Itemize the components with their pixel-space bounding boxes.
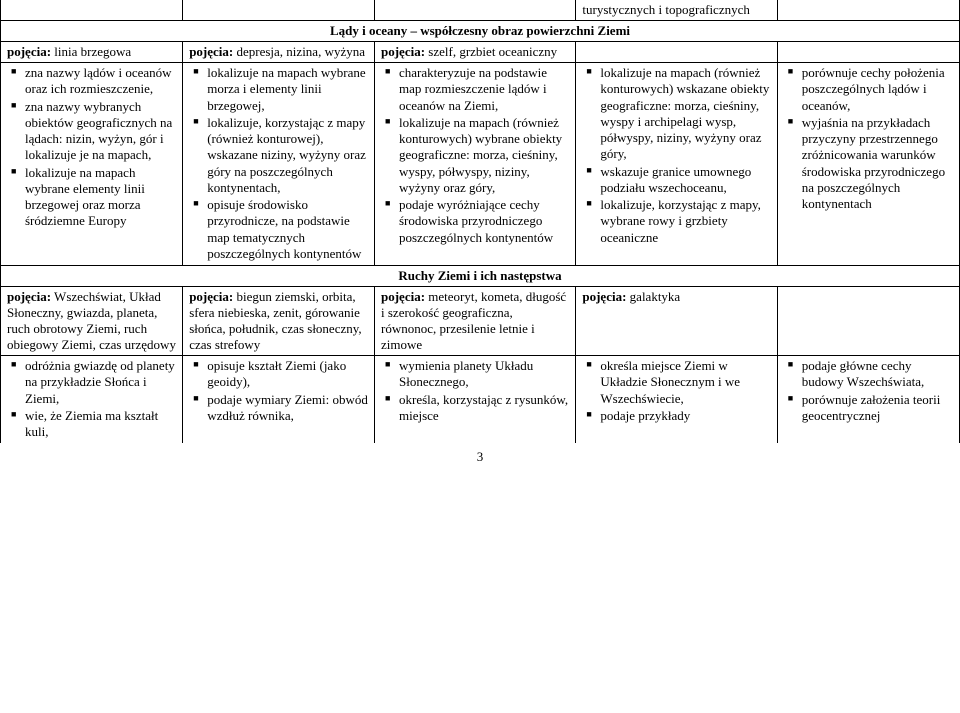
- list-item: porównuje cechy położenia poszczególnych…: [784, 65, 953, 114]
- bullet-list: określa miejsce Ziemi w Układzie Słonecz…: [582, 358, 770, 424]
- concept-label: pojęcia:: [189, 289, 233, 304]
- list-item: lokalizuje, korzystając z mapy (również …: [189, 115, 368, 196]
- list-item: opisuje środowisko przyrodnicze, na pods…: [189, 197, 368, 262]
- list-item: podaje wyróżniające cechy środowiska prz…: [381, 197, 569, 246]
- bullet-list: podaje główne cechy budowy Wszechświata,…: [784, 358, 953, 424]
- list-item: lokalizuje na mapach (również konturowyc…: [582, 65, 770, 163]
- list-item: określa, korzystając z rysunków, miejsce: [381, 392, 569, 425]
- section2-bullets-row: odróżnia gwiazdę od planety na przykładz…: [1, 356, 960, 444]
- list-item: lokalizuje na mapach wybrane morza i ele…: [189, 65, 368, 114]
- list-item: podaje główne cechy budowy Wszechświata,: [784, 358, 953, 391]
- bullet-list: wymienia planety Układu Słonecznego, okr…: [381, 358, 569, 424]
- list-item: porównuje założenia teorii geocentryczne…: [784, 392, 953, 425]
- list-item: zna nazwy wybranych obiektów geograficzn…: [7, 99, 176, 164]
- section2-header: Ruchy Ziemi i ich następstwa: [398, 268, 561, 283]
- top-row-text: turystycznych i topograficznych: [582, 2, 750, 17]
- concept-text: galaktyka: [626, 289, 680, 304]
- list-item: opisuje kształt Ziemi (jako geoidy),: [189, 358, 368, 391]
- page-number: 3: [0, 449, 960, 465]
- concept-label: pojęcia:: [7, 289, 51, 304]
- section1-header-row: Lądy i oceany – współczesny obraz powier…: [1, 21, 960, 42]
- list-item: wskazuje granice umownego podziału wszec…: [582, 164, 770, 197]
- list-item: określa miejsce Ziemi w Układzie Słonecz…: [582, 358, 770, 407]
- section1-header: Lądy i oceany – współczesny obraz powier…: [330, 23, 630, 38]
- bullet-list: zna nazwy lądów i oceanów oraz ich rozmi…: [7, 65, 176, 230]
- list-item: lokalizuje, korzystając z mapy, wybrane …: [582, 197, 770, 246]
- bullet-list: porównuje cechy położenia poszczególnych…: [784, 65, 953, 212]
- section2-concepts-row: pojęcia: Wszechświat, Układ Słoneczny, g…: [1, 287, 960, 356]
- bullet-list: opisuje kształt Ziemi (jako geoidy), pod…: [189, 358, 368, 424]
- concept-text: depresja, nizina, wyżyna: [233, 44, 365, 59]
- concept-label: pojęcia:: [381, 289, 425, 304]
- bullet-list: lokalizuje na mapach wybrane morza i ele…: [189, 65, 368, 262]
- concept-label: pojęcia:: [7, 44, 51, 59]
- section2-header-row: Ruchy Ziemi i ich następstwa: [1, 266, 960, 287]
- concept-label: pojęcia:: [189, 44, 233, 59]
- bullet-list: lokalizuje na mapach (również konturowyc…: [582, 65, 770, 246]
- list-item: wyjaśnia na przykładach przyczyny przest…: [784, 115, 953, 213]
- list-item: wie, że Ziemia ma kształt kuli,: [7, 408, 176, 441]
- list-item: lokalizuje na mapach wybrane elementy li…: [7, 165, 176, 230]
- list-item: podaje wymiary Ziemi: obwód wzdłuż równi…: [189, 392, 368, 425]
- bullet-list: charakteryzuje na podstawie map rozmiesz…: [381, 65, 569, 246]
- list-item: zna nazwy lądów i oceanów oraz ich rozmi…: [7, 65, 176, 98]
- list-item: podaje przykłady: [582, 408, 770, 424]
- concept-label: pojęcia:: [582, 289, 626, 304]
- concept-text: szelf, grzbiet oceaniczny: [425, 44, 557, 59]
- bullet-list: odróżnia gwiazdę od planety na przykładz…: [7, 358, 176, 440]
- list-item: charakteryzuje na podstawie map rozmiesz…: [381, 65, 569, 114]
- list-item: lokalizuje na mapach (również konturowyc…: [381, 115, 569, 196]
- concept-text: linia brzegowa: [51, 44, 131, 59]
- section1-concepts-row: pojęcia: linia brzegowa pojęcia: depresj…: [1, 42, 960, 63]
- top-partial-row: turystycznych i topograficznych: [1, 0, 960, 21]
- concept-label: pojęcia:: [381, 44, 425, 59]
- curriculum-table: turystycznych i topograficznych Lądy i o…: [0, 0, 960, 443]
- list-item: odróżnia gwiazdę od planety na przykładz…: [7, 358, 176, 407]
- list-item: wymienia planety Układu Słonecznego,: [381, 358, 569, 391]
- section1-bullets-row: zna nazwy lądów i oceanów oraz ich rozmi…: [1, 63, 960, 266]
